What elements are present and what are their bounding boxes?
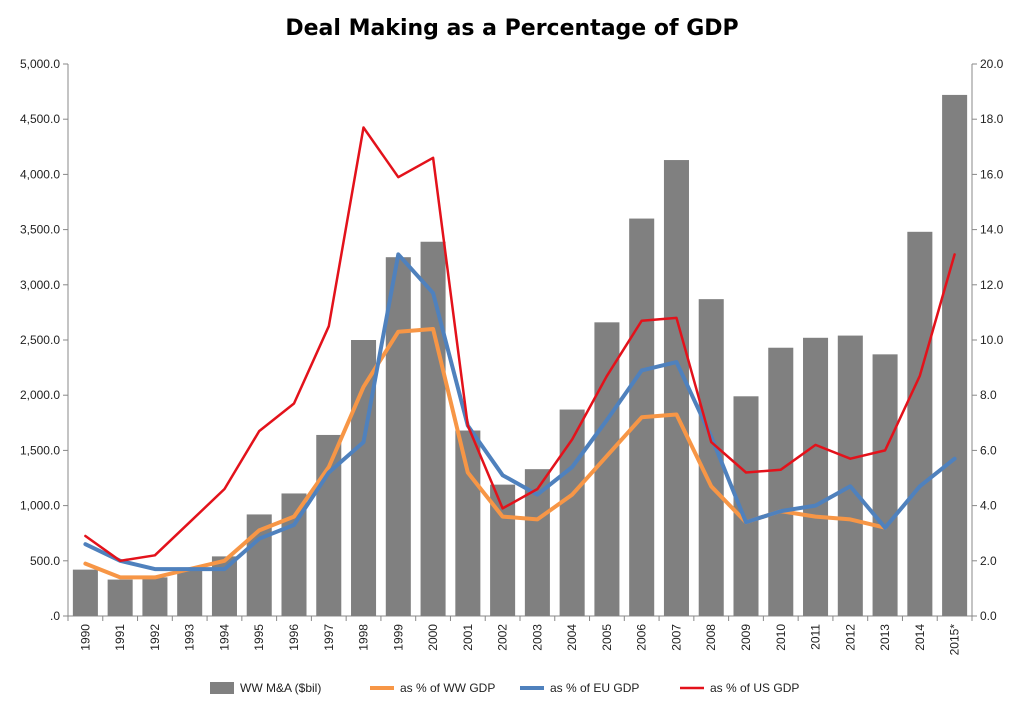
left-tick-label: 5,000.0 (20, 57, 60, 71)
left-tick-label: 3,000.0 (20, 278, 60, 292)
right-tick-label: 14.0 (980, 223, 1004, 237)
left-tick-label: 1,000.0 (20, 499, 60, 513)
legend-label: as % of EU GDP (550, 681, 639, 695)
x-tick-label: 2005 (600, 624, 614, 651)
bar (594, 322, 620, 616)
right-tick-label: 20.0 (980, 57, 1004, 71)
right-tick-label: 12.0 (980, 278, 1004, 292)
left-tick-label: 3,500.0 (20, 223, 60, 237)
x-tick-label: 2001 (461, 624, 475, 651)
bar (455, 430, 481, 616)
right-tick-label: 10.0 (980, 333, 1004, 347)
series-line (83, 252, 957, 572)
x-tick-label: 1992 (148, 624, 162, 651)
left-tick-label: 4,000.0 (20, 167, 60, 181)
bar (733, 396, 759, 616)
left-tick-label: 4,500.0 (20, 112, 60, 126)
x-tick-label: 2000 (426, 624, 440, 651)
x-tick-label: 1993 (183, 624, 197, 651)
right-tick-label: 0.0 (980, 609, 997, 623)
x-tick-label: 2013 (878, 624, 892, 651)
x-tick-label: 2009 (739, 624, 753, 651)
x-tick-label: 1990 (78, 624, 92, 651)
bar (907, 231, 933, 617)
x-tick-label: 1997 (322, 624, 336, 651)
bar (559, 409, 585, 616)
x-tick-label: 2015* (948, 624, 962, 656)
bar (211, 556, 237, 616)
legend-label: WW M&A ($bil) (240, 681, 321, 695)
bar (420, 241, 446, 616)
bar (351, 340, 377, 616)
bar (942, 94, 968, 617)
x-tick-label: 2002 (496, 624, 510, 651)
x-tick-label: 1998 (357, 624, 371, 651)
x-tick-label: 1999 (391, 624, 405, 651)
bar (803, 337, 829, 616)
x-tick-label: 1991 (113, 624, 127, 651)
series-line (84, 126, 956, 563)
bar (872, 354, 898, 616)
x-tick-label: 2007 (669, 624, 683, 651)
legend: WW M&A ($bil) as % of WW GDP as % of EU GD… (210, 681, 799, 695)
x-tick-label: 2006 (635, 624, 649, 651)
bar (142, 577, 168, 616)
legend-swatch-bar (210, 682, 234, 694)
x-tick-label: 2012 (843, 624, 857, 651)
right-tick-label: 18.0 (980, 112, 1004, 126)
right-tick-label: 8.0 (980, 388, 997, 402)
bar (107, 579, 133, 616)
left-tick-label: 2,500.0 (20, 333, 60, 347)
left-tick-label: .0 (50, 609, 60, 623)
x-tick-label: 2011 (809, 624, 823, 650)
bar (663, 160, 689, 616)
x-tick-label: 2014 (913, 624, 927, 651)
x-tick-label: 1994 (217, 624, 231, 651)
right-tick-label: 2.0 (980, 554, 997, 568)
x-tick-label: 1996 (287, 624, 301, 651)
left-tick-label: 2,000.0 (20, 388, 60, 402)
x-tick-label: 1995 (252, 624, 266, 651)
bar (837, 335, 863, 616)
x-tick-label: 2008 (704, 624, 718, 651)
bar (385, 257, 411, 616)
right-tick-label: 4.0 (980, 499, 997, 513)
right-tick-label: 16.0 (980, 167, 1004, 181)
legend-label: as % of US GDP (710, 681, 799, 695)
left-tick-label: 500.0 (30, 554, 60, 568)
right-tick-label: 6.0 (980, 443, 997, 457)
bar (72, 569, 98, 616)
x-tick-label: 2003 (530, 624, 544, 651)
bar (177, 567, 203, 616)
legend-label: as % of WW GDP (400, 681, 495, 695)
left-tick-label: 1,500.0 (20, 443, 60, 457)
x-tick-label: 2010 (774, 624, 788, 651)
bar (768, 347, 794, 616)
chart-title: Deal Making as a Percentage of GDP (285, 16, 739, 41)
x-tick-label: 2004 (565, 624, 579, 651)
